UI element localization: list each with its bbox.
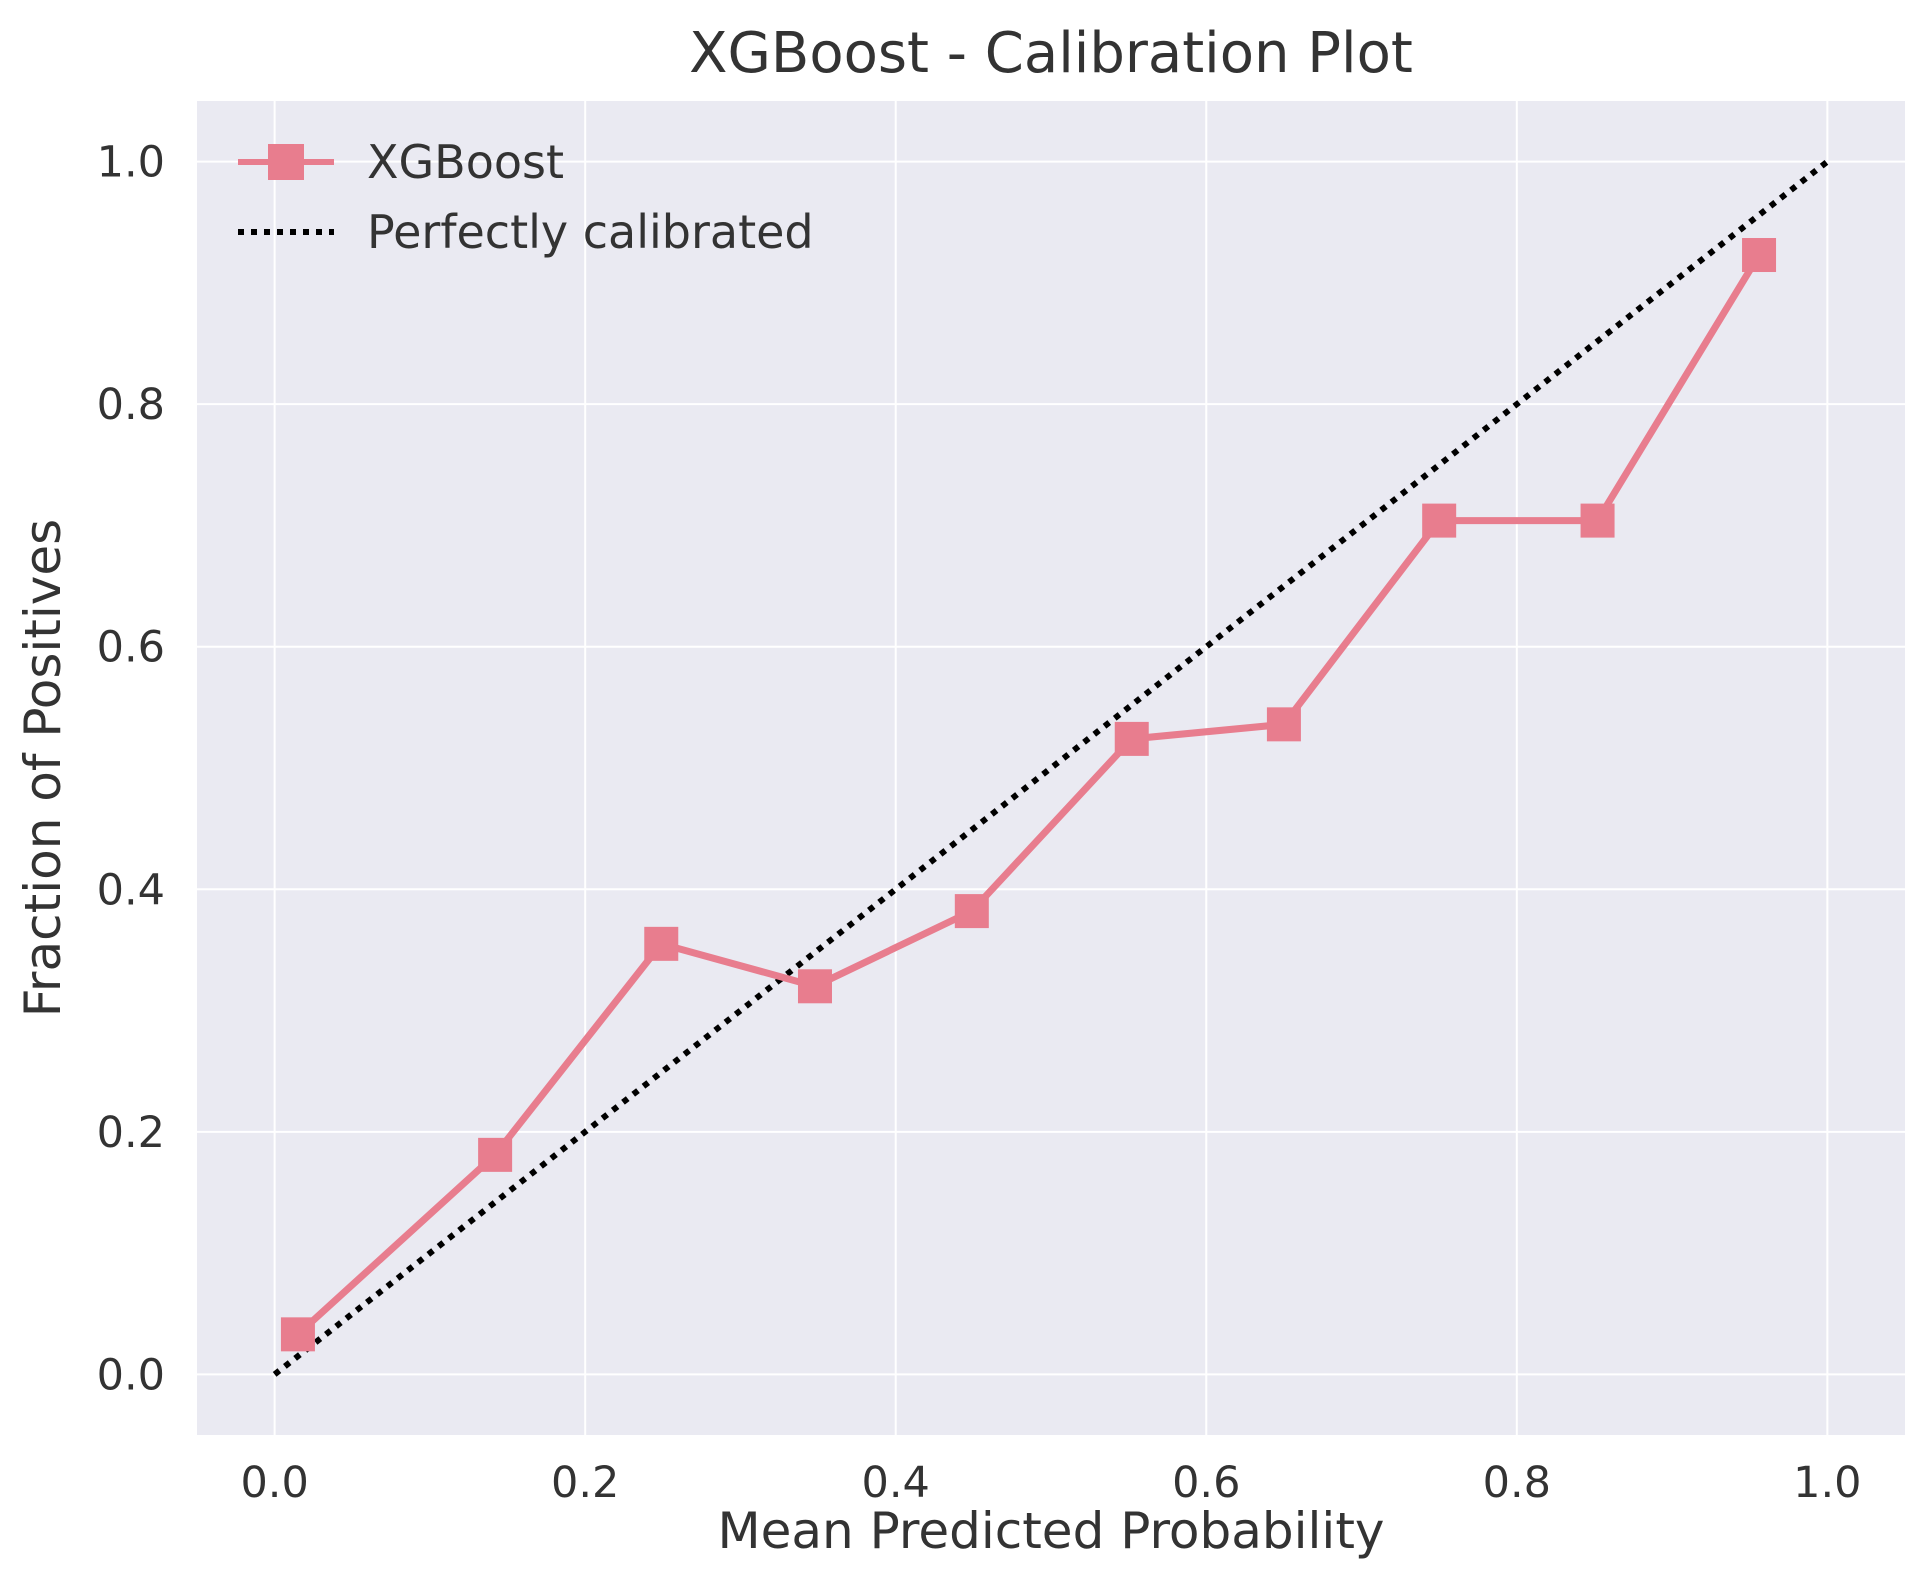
legend-label-perfect: Perfectly calibrated — [367, 205, 814, 259]
x-tick-label: 0.8 — [1483, 1458, 1551, 1508]
y-tick-label: 0.0 — [97, 1350, 165, 1400]
y-tick-label: 1.0 — [97, 138, 165, 188]
data-point-xgboost — [954, 894, 989, 929]
legend: XGBoost Perfectly calibrated — [238, 135, 814, 259]
x-tick-label: 0.4 — [862, 1458, 930, 1508]
data-point-xgboost — [1266, 707, 1301, 742]
data-point-xgboost — [1742, 238, 1777, 273]
series-layer — [272, 159, 1830, 1377]
data-point-xgboost — [644, 926, 679, 961]
legend-marker-square-xgboost — [268, 144, 304, 180]
tick-labels: 0.0 0.2 0.4 0.6 0.8 1.0 0.0 0.2 0.4 0.6 0.8 1.0 — [97, 138, 1862, 1508]
chart-title: XGBoost - Calibration Plot — [689, 21, 1413, 86]
y-tick-label: 0.2 — [97, 1108, 165, 1158]
legend-label-xgboost: XGBoost — [367, 135, 564, 189]
y-tick-label: 0.6 — [97, 623, 165, 673]
x-tick-label: 0.0 — [240, 1458, 308, 1508]
data-point-xgboost — [478, 1137, 513, 1172]
y-tick-label: 0.4 — [97, 865, 165, 915]
series-line-xgboost — [295, 253, 1763, 1337]
series-line-perfectly-calibrated — [272, 159, 1830, 1377]
y-axis-label: Fraction of Positives — [14, 519, 72, 1017]
x-axis-label: Mean Predicted Probability — [717, 1502, 1384, 1560]
x-tick-label: 1.0 — [1793, 1458, 1861, 1508]
data-point-xgboost — [1580, 503, 1615, 538]
y-tick-label: 0.8 — [97, 380, 165, 430]
data-point-xgboost — [280, 1317, 315, 1352]
x-tick-label: 0.2 — [551, 1458, 619, 1508]
grid-lines — [197, 101, 1905, 1435]
data-point-xgboost — [1114, 721, 1149, 756]
x-tick-label: 0.6 — [1172, 1458, 1240, 1508]
data-point-xgboost — [1422, 503, 1457, 538]
data-point-xgboost — [797, 969, 832, 1004]
